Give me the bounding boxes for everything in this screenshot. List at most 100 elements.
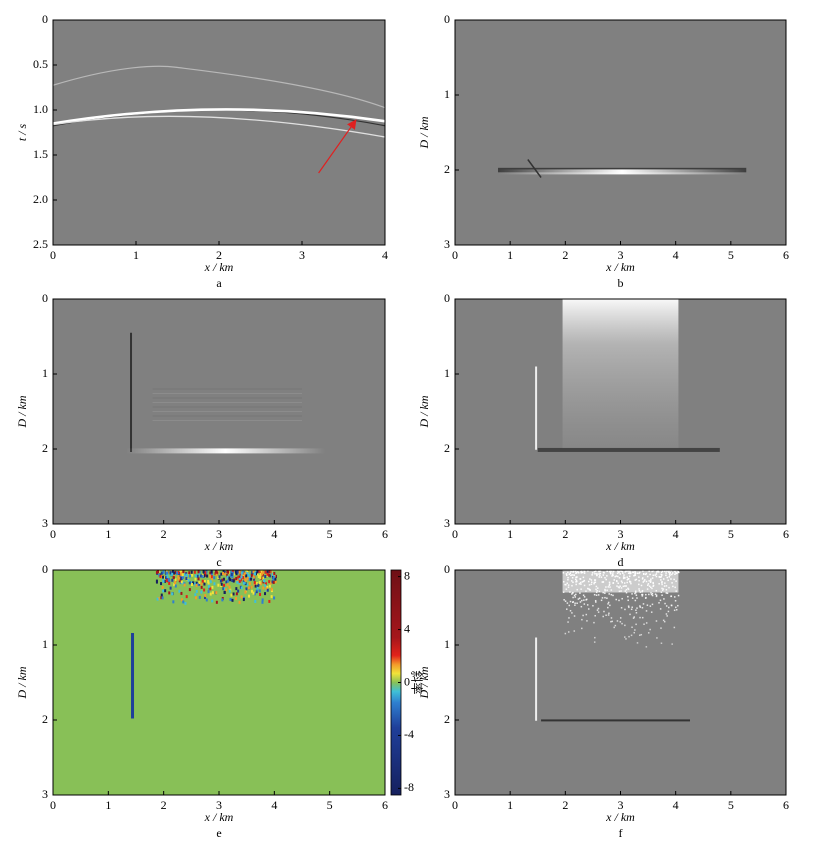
speckle (587, 608, 590, 610)
event-faint (52, 65, 386, 109)
noise (240, 586, 243, 590)
speckle (628, 635, 630, 638)
y-tick-label: 2 (444, 441, 450, 455)
x-tick-label: 1 (507, 527, 513, 541)
noise (256, 582, 259, 586)
speckle (581, 627, 583, 630)
speckle (671, 643, 673, 645)
noise (238, 570, 241, 574)
noise (252, 570, 255, 574)
speckle (563, 599, 565, 601)
noise (171, 592, 174, 596)
noise (271, 580, 274, 584)
noise (244, 590, 247, 594)
noise (210, 570, 213, 574)
noise (157, 597, 160, 601)
speckle (640, 633, 643, 636)
noise (165, 579, 168, 583)
y-tick-label: 1 (444, 366, 450, 380)
noise (161, 571, 164, 575)
x-tick-label: 5 (327, 527, 333, 541)
noise (264, 582, 267, 586)
speckle (602, 615, 604, 618)
y-tick-label: 0 (444, 562, 450, 576)
red-arrow (318, 119, 357, 174)
speckle (606, 597, 608, 599)
speckle (621, 622, 623, 625)
panel-caption: e (216, 826, 221, 840)
speckle (670, 604, 673, 607)
noise (193, 570, 196, 574)
speckle (642, 603, 645, 605)
reflector-dark (541, 719, 691, 722)
noise (162, 579, 165, 583)
speckle (635, 609, 637, 611)
noise (198, 572, 201, 576)
y-tick-label: 0 (42, 12, 48, 26)
noise (238, 581, 241, 585)
y-axis-label: D / km (417, 395, 431, 428)
vertical-artifact (131, 633, 135, 719)
y-tick-label: 2 (444, 162, 450, 176)
y-tick-label: 0 (444, 12, 450, 26)
speckle (621, 597, 623, 600)
speckle (651, 603, 654, 606)
y-tick-label: 2.0 (33, 192, 48, 206)
x-tick-label: 6 (382, 527, 388, 541)
noise (256, 572, 259, 576)
noise (237, 575, 240, 579)
noise (188, 571, 191, 575)
speckle (633, 631, 635, 634)
noise (210, 572, 213, 576)
noise (163, 579, 166, 583)
speckle (582, 594, 585, 597)
speckle (618, 599, 620, 602)
speckle (619, 621, 622, 623)
noise (179, 581, 182, 585)
noise (264, 575, 267, 579)
noise (266, 570, 269, 574)
noise (231, 598, 234, 602)
noise (222, 570, 225, 574)
noise (159, 575, 162, 579)
speckle (610, 620, 612, 623)
speckle (586, 604, 589, 606)
speckle (654, 593, 657, 595)
noise (236, 570, 239, 574)
speckle (624, 608, 626, 611)
noise (160, 582, 163, 586)
x-tick-label: 5 (327, 798, 333, 812)
noise (246, 583, 249, 587)
noise (203, 579, 206, 583)
speckle (655, 594, 658, 596)
y-tick-label: 0 (42, 291, 48, 305)
y-tick-label: 3 (42, 787, 48, 801)
noise (223, 572, 226, 576)
speckle (620, 607, 623, 609)
noise (261, 571, 264, 575)
speckle (564, 600, 567, 602)
noise (226, 579, 229, 583)
y-axis-label: t / s (15, 124, 29, 142)
speckle (571, 612, 573, 614)
noise (180, 576, 183, 580)
speckle (635, 594, 638, 596)
noise (251, 570, 254, 574)
noise (217, 576, 220, 580)
noise (253, 583, 256, 587)
x-tick-label: 0 (452, 248, 458, 262)
speckle (659, 608, 662, 610)
noise (198, 582, 201, 586)
speckle (668, 606, 670, 609)
noise (256, 570, 259, 574)
speckle (593, 621, 595, 624)
colorbar-tick-label: 4 (404, 621, 410, 635)
speckle (624, 636, 626, 638)
x-tick-label: 2 (161, 527, 167, 541)
x-tick-label: 1 (105, 798, 111, 812)
speckle (675, 606, 677, 609)
noise (162, 575, 165, 579)
noise (274, 577, 277, 581)
speckle (577, 598, 580, 600)
